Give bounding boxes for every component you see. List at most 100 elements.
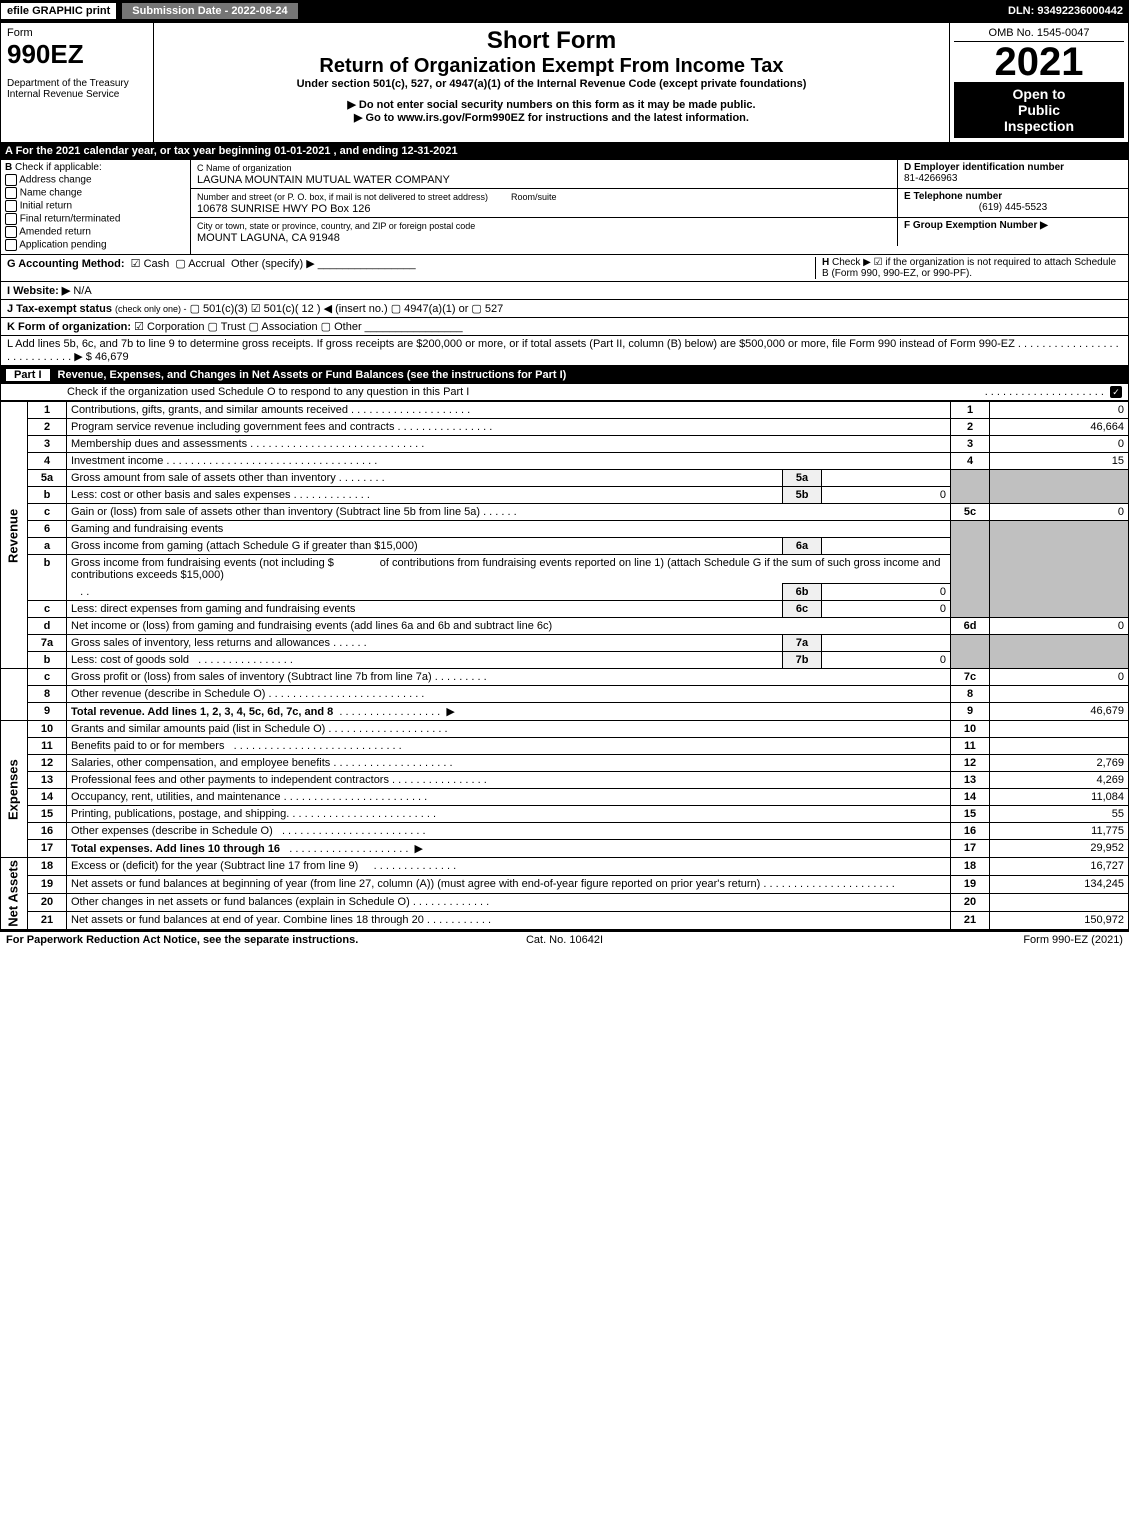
header-center: Short Form Return of Organization Exempt…	[154, 23, 949, 142]
line-15-desc: Printing, publications, postage, and shi…	[71, 808, 289, 820]
section-f: F Group Exemption Number ▶	[898, 218, 1128, 246]
section-l-text: L Add lines 5b, 6c, and 7b to line 9 to …	[7, 338, 1015, 350]
info-grid: B Check if applicable: Address change Na…	[0, 160, 1129, 255]
line-6d-rnum: 6d	[951, 618, 990, 635]
line-18-rnum: 18	[951, 858, 990, 876]
line-17-rnum: 17	[951, 840, 990, 858]
section-d: D Employer identification number 81-4266…	[898, 160, 1128, 189]
section-b-text: Check if applicable:	[15, 162, 102, 173]
line-11-desc: Benefits paid to or for members	[71, 740, 224, 752]
checkbox-address-change[interactable]	[5, 174, 17, 186]
footer-left: For Paperwork Reduction Act Notice, see …	[6, 934, 378, 946]
line-5ab-shaded-val	[990, 470, 1129, 504]
line-5b-subval: 0	[822, 487, 951, 504]
line-15-val: 55	[990, 806, 1129, 823]
line-18-num: 18	[28, 858, 67, 876]
line-12-rnum: 12	[951, 755, 990, 772]
line-11-num: 11	[28, 738, 67, 755]
line-7b-sub: 7b	[783, 652, 822, 669]
part-1-label: Part I	[6, 369, 50, 381]
form-header: Form 990EZ Department of the Treasury In…	[0, 22, 1129, 143]
check-label-1: Name change	[20, 188, 82, 199]
line-19-num: 19	[28, 875, 67, 893]
line-9-rnum: 9	[951, 703, 990, 721]
line-20-desc: Other changes in net assets or fund bala…	[71, 896, 410, 908]
title-note: Under section 501(c), 527, or 4947(a)(1)…	[160, 78, 943, 90]
side-label-expenses: Expenses	[1, 721, 28, 858]
header-left: Form 990EZ Department of the Treasury In…	[1, 23, 154, 142]
title-short-form: Short Form	[160, 27, 943, 55]
line-5a-subval	[822, 470, 951, 487]
line-14-rnum: 14	[951, 789, 990, 806]
line-6-shaded	[951, 521, 990, 618]
label-group-exemption: F Group Exemption Number ▶	[904, 220, 1048, 231]
inspection-line2: Public	[960, 102, 1118, 118]
line-6-shaded-val	[990, 521, 1129, 618]
side-label-revenue: Revenue	[1, 402, 28, 669]
line-16-rnum: 16	[951, 823, 990, 840]
line-11-rnum: 11	[951, 738, 990, 755]
line-14-num: 14	[28, 789, 67, 806]
line-6b-sub: 6b	[783, 584, 822, 601]
line-3-desc: Membership dues and assessments	[71, 438, 247, 450]
efile-print-button[interactable]: efile GRAPHIC print	[0, 2, 117, 20]
line-15-num: 15	[28, 806, 67, 823]
section-g-label: G Accounting Method:	[7, 258, 125, 270]
line-6c-desc: Less: direct expenses from gaming and fu…	[67, 601, 783, 618]
form-label: Form	[7, 27, 147, 39]
checkbox-amended-return[interactable]	[5, 226, 17, 238]
top-bar: efile GRAPHIC print Submission Date - 20…	[0, 0, 1129, 22]
line-15-rnum: 15	[951, 806, 990, 823]
line-10-rnum: 10	[951, 721, 990, 738]
line-10-num: 10	[28, 721, 67, 738]
label-org-name: C Name of organization	[197, 163, 292, 173]
line-7c-desc: Gross profit or (loss) from sales of inv…	[71, 671, 432, 683]
line-3-num: 3	[28, 436, 67, 453]
line-1-num: 1	[28, 402, 67, 419]
section-h-text: Check ▶ ☑ if the organization is not req…	[822, 257, 1116, 279]
line-7b-num: b	[28, 652, 67, 669]
section-a: A For the 2021 calendar year, or tax yea…	[0, 143, 1129, 160]
checkbox-initial-return[interactable]	[5, 200, 17, 212]
line-20-val	[990, 893, 1129, 911]
section-j: J Tax-exempt status (check only one) - ▢…	[0, 300, 1129, 318]
instruction-1: ▶ Do not enter social security numbers o…	[160, 98, 943, 111]
line-7b-desc: Less: cost of goods sold	[71, 654, 189, 666]
line-10-val	[990, 721, 1129, 738]
irs-label: Internal Revenue Service	[7, 89, 147, 100]
checkbox-schedule-o[interactable]: ✓	[1110, 386, 1122, 398]
line-6d-desc: Net income or (loss) from gaming and fun…	[67, 618, 951, 635]
line-2-desc: Program service revenue including govern…	[71, 421, 394, 433]
side-spacer-1	[1, 669, 28, 721]
section-c-city: City or town, state or province, country…	[191, 218, 898, 246]
section-l-value: ▶ $ 46,679	[74, 351, 128, 363]
line-14-desc: Occupancy, rent, utilities, and maintena…	[71, 791, 281, 803]
line-13-desc: Professional fees and other payments to …	[71, 774, 389, 786]
checkbox-application-pending[interactable]	[5, 239, 17, 251]
org-city: MOUNT LAGUNA, CA 91948	[197, 232, 340, 244]
dln-number: DLN: 93492236000442	[1008, 5, 1129, 17]
phone-value: (619) 445-5523	[904, 202, 1122, 213]
checkbox-final-return[interactable]	[5, 213, 17, 225]
line-6a-subval	[822, 538, 951, 555]
section-l: L Add lines 5b, 6c, and 7b to line 9 to …	[0, 336, 1129, 366]
line-4-val: 15	[990, 453, 1129, 470]
line-19-desc: Net assets or fund balances at beginning…	[71, 878, 760, 890]
checkbox-name-change[interactable]	[5, 187, 17, 199]
line-7ab-shaded	[951, 635, 990, 669]
row-g-h: G Accounting Method: ☑ Cash ▢ Accrual Ot…	[0, 255, 1129, 282]
line-5ab-shaded	[951, 470, 990, 504]
title-return: Return of Organization Exempt From Incom…	[160, 55, 943, 78]
line-6b-subval: 0	[822, 584, 951, 601]
org-addr: 10678 SUNRISE HWY PO Box 126	[197, 203, 370, 215]
line-12-desc: Salaries, other compensation, and employ…	[71, 757, 330, 769]
line-21-num: 21	[28, 911, 67, 929]
line-21-desc: Net assets or fund balances at end of ye…	[71, 914, 424, 926]
org-name: LAGUNA MOUNTAIN MUTUAL WATER COMPANY	[197, 174, 450, 186]
line-14-val: 11,084	[990, 789, 1129, 806]
inspection-box: Open to Public Inspection	[954, 82, 1124, 138]
line-7c-val: 0	[990, 669, 1129, 686]
line-5b-desc: Less: cost or other basis and sales expe…	[71, 489, 291, 501]
label-city: City or town, state or province, country…	[197, 221, 475, 231]
section-k: K Form of organization: ☑ Corporation ▢ …	[0, 318, 1129, 336]
